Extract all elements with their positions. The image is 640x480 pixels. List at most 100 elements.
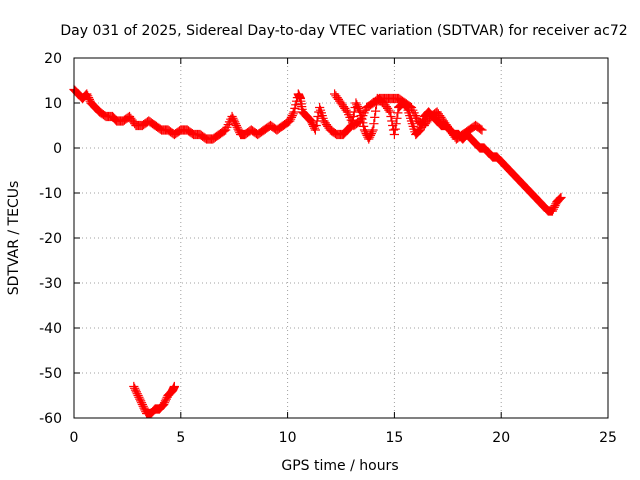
data-point	[477, 125, 487, 135]
x-axis-title: GPS time / hours	[281, 458, 398, 474]
y-axis-title: SDTVAR / TECUs	[6, 181, 22, 296]
data-point	[389, 129, 399, 140]
data-point	[391, 119, 401, 129]
data-point	[232, 122, 242, 132]
data-point	[160, 396, 171, 406]
data-point	[286, 112, 297, 122]
y-tick-label: -40	[39, 321, 62, 337]
data-point	[414, 126, 424, 136]
data-point	[132, 389, 142, 399]
data-point	[368, 125, 378, 135]
data-point	[308, 120, 318, 130]
data-point	[83, 93, 94, 103]
data-point	[82, 89, 92, 99]
data-point	[130, 385, 141, 395]
data-point	[130, 383, 140, 393]
y-tick-label: -60	[39, 411, 62, 427]
data-point	[476, 124, 486, 134]
data-point	[229, 115, 239, 125]
data-point	[136, 398, 147, 408]
data-point	[136, 396, 146, 406]
data-point	[554, 194, 564, 204]
data-series	[329, 89, 487, 144]
data-point	[227, 111, 237, 122]
data-point	[230, 119, 241, 129]
y-tick-label: -30	[39, 276, 62, 292]
x-tick-label: 5	[176, 430, 185, 446]
data-point	[353, 103, 364, 113]
y-tick-label: 10	[44, 96, 62, 112]
data-point	[390, 124, 400, 134]
data-point	[386, 111, 396, 122]
data-point	[365, 132, 375, 142]
data-point	[359, 121, 369, 131]
data-point	[134, 392, 144, 402]
data-point	[137, 399, 147, 410]
data-point	[313, 111, 323, 122]
chart-title: Day 031 of 2025, Sidereal Day-to-day VTE…	[60, 23, 627, 39]
data-point	[310, 125, 320, 135]
data-point	[129, 381, 139, 392]
data-point	[169, 381, 179, 392]
data-point	[385, 107, 395, 117]
data-point	[556, 192, 566, 203]
data-point	[364, 134, 374, 144]
data-point	[159, 398, 170, 408]
data-point	[370, 112, 380, 122]
x-axis-ticks: 0 5 10 15 20 25	[70, 58, 617, 446]
y-tick-label: 0	[53, 141, 62, 157]
data-point	[287, 111, 297, 121]
data-series	[69, 84, 566, 216]
data-point	[231, 120, 241, 131]
data-point	[353, 102, 363, 112]
x-tick-label: 20	[492, 430, 510, 446]
data-point	[138, 401, 148, 411]
data-point	[388, 125, 399, 135]
data-point	[131, 387, 141, 397]
data-point	[285, 114, 296, 124]
x-tick-label: 15	[385, 430, 403, 446]
data-point	[351, 98, 361, 108]
data-point	[365, 130, 376, 140]
data-point	[392, 113, 402, 123]
y-tick-label: 20	[44, 51, 62, 67]
y-tick-label: -20	[39, 231, 62, 247]
data-point	[139, 403, 149, 413]
data-point	[83, 91, 93, 101]
data-point	[288, 109, 298, 119]
plot-frame	[73, 57, 609, 419]
data-point	[291, 100, 301, 110]
data-point	[367, 127, 377, 137]
data-point	[230, 117, 240, 127]
y-tick-label: -10	[39, 186, 62, 202]
data-point	[352, 100, 362, 110]
data-point	[393, 108, 403, 118]
y-tick-label: -50	[39, 366, 62, 382]
grid-lines	[74, 58, 608, 418]
data-point	[366, 129, 376, 139]
data-point	[290, 103, 300, 113]
x-tick-label: 10	[279, 430, 297, 446]
data-point	[233, 124, 243, 134]
data-point	[549, 202, 559, 212]
data-point	[369, 119, 379, 129]
data-point	[555, 193, 565, 203]
data-point	[359, 125, 370, 135]
x-tick-label: 25	[599, 430, 617, 446]
data-point	[371, 106, 381, 116]
data-point	[228, 113, 238, 123]
data-points	[69, 84, 566, 419]
data-point	[289, 107, 299, 117]
data-point	[547, 206, 558, 216]
data-series	[129, 381, 179, 419]
data-point	[384, 105, 394, 115]
y-axis-ticks: 20 10 0 -10 -20 -30 -40 -50 -60	[39, 51, 608, 427]
data-point	[159, 399, 169, 410]
data-point	[133, 390, 143, 401]
data-point	[285, 116, 295, 126]
data-point	[135, 394, 145, 404]
x-tick-label: 0	[70, 430, 79, 446]
data-point	[311, 120, 321, 131]
data-point	[548, 204, 558, 214]
